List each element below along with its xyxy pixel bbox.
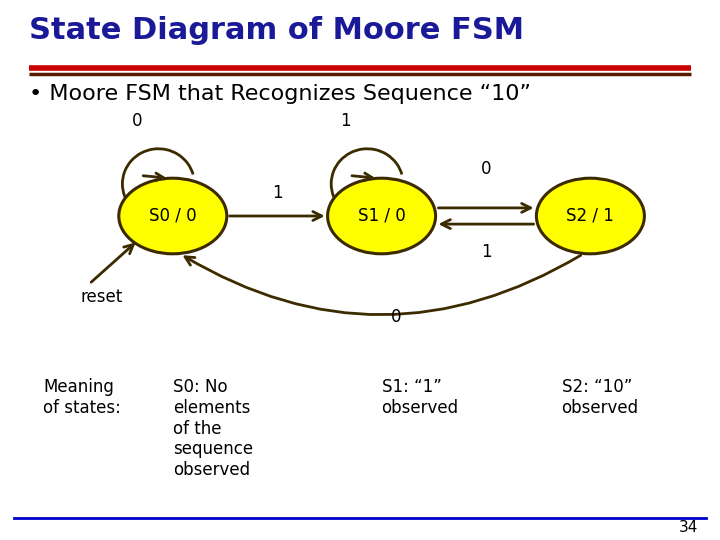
Text: reset: reset <box>81 288 123 306</box>
Text: S1: “1”
observed: S1: “1” observed <box>382 378 459 417</box>
Text: State Diagram of Moore FSM: State Diagram of Moore FSM <box>29 16 524 45</box>
Text: S2: “10”
observed: S2: “10” observed <box>562 378 639 417</box>
Text: 1: 1 <box>341 112 351 130</box>
Ellipse shape <box>536 178 644 254</box>
Ellipse shape <box>119 178 227 254</box>
Text: Meaning
of states:: Meaning of states: <box>43 378 121 417</box>
Text: 34: 34 <box>679 519 698 535</box>
Text: 0: 0 <box>481 160 491 178</box>
Text: • Moore FSM that Recognizes Sequence “10”: • Moore FSM that Recognizes Sequence “10… <box>29 84 531 104</box>
Text: 0: 0 <box>391 308 401 326</box>
Ellipse shape <box>328 178 436 254</box>
Text: 1: 1 <box>272 185 282 202</box>
Text: 0: 0 <box>132 112 142 130</box>
Text: S0 / 0: S0 / 0 <box>149 207 197 225</box>
Text: S2 / 1: S2 / 1 <box>567 207 614 225</box>
Text: S1 / 0: S1 / 0 <box>358 207 405 225</box>
Text: 1: 1 <box>481 243 491 261</box>
Text: S0: No
elements
of the
sequence
observed: S0: No elements of the sequence observed <box>173 378 253 479</box>
